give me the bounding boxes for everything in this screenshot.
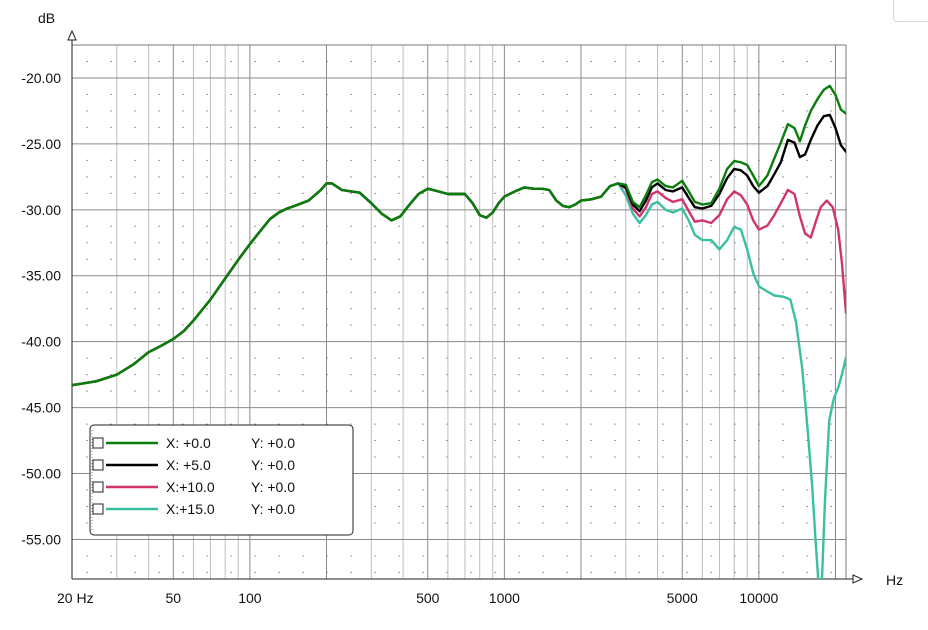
legend-checkbox [92, 459, 104, 471]
x-tick-label: 500 [416, 590, 440, 606]
x-tick-label: 100 [238, 590, 262, 606]
legend-checkbox [92, 437, 104, 449]
y-tick-label: -55.00 [21, 531, 61, 547]
legend-box [89, 424, 354, 536]
legend-y-offset: Y: +0.0 [251, 457, 295, 473]
series-line-2 [72, 113, 846, 387]
y-tick-label: -25.00 [21, 136, 61, 152]
y-axis-arrow [67, 29, 77, 41]
x-tick-label: 50 [165, 590, 181, 606]
legend-x-offset: X: +0.0 [166, 435, 211, 451]
legend-y-offset: Y: +0.0 [251, 501, 295, 517]
y-tick-label: -40.00 [21, 334, 61, 350]
axes [67, 29, 864, 584]
x-axis-label: Hz [886, 572, 903, 588]
window-corner-control[interactable] [893, 0, 928, 22]
x-tick-label: 5000 [667, 590, 698, 606]
legend-checkbox [92, 503, 104, 515]
grid-minor [72, 44, 846, 579]
y-tick-label: -45.00 [21, 400, 61, 416]
y-axis-label: dB [38, 10, 55, 26]
legend-y-offset: Y: +0.0 [251, 479, 295, 495]
legend-x-offset: X: +5.0 [166, 457, 211, 473]
y-tick-label: -30.00 [21, 202, 61, 218]
legend: X: +0.0 Y: +0.0 X: +5.0 Y: +0.0 X:+10.0 Y: +0… [89, 424, 354, 536]
tick-labels: -20.00 -25.00 -30.00 -35.00 -40.00 -45.00 -50.… [21, 70, 778, 606]
x-tick-label: 1000 [489, 590, 520, 606]
x-tick-label: 20 Hz [57, 590, 94, 606]
legend-x-offset: X:+15.0 [166, 501, 215, 517]
legend-checkbox [92, 481, 104, 493]
legend-x-offset: X:+10.0 [166, 479, 215, 495]
y-tick-label: -50.00 [21, 466, 61, 482]
series-line-3 [72, 182, 846, 387]
x-axis-arrow [852, 574, 864, 584]
y-tick-label: -20.00 [21, 70, 61, 86]
y-tick-label: -35.00 [21, 268, 61, 284]
series-line-1 [72, 84, 846, 387]
x-tick-label: 10000 [739, 590, 778, 606]
legend-y-offset: Y: +0.0 [251, 435, 295, 451]
series-lines [72, 84, 846, 579]
